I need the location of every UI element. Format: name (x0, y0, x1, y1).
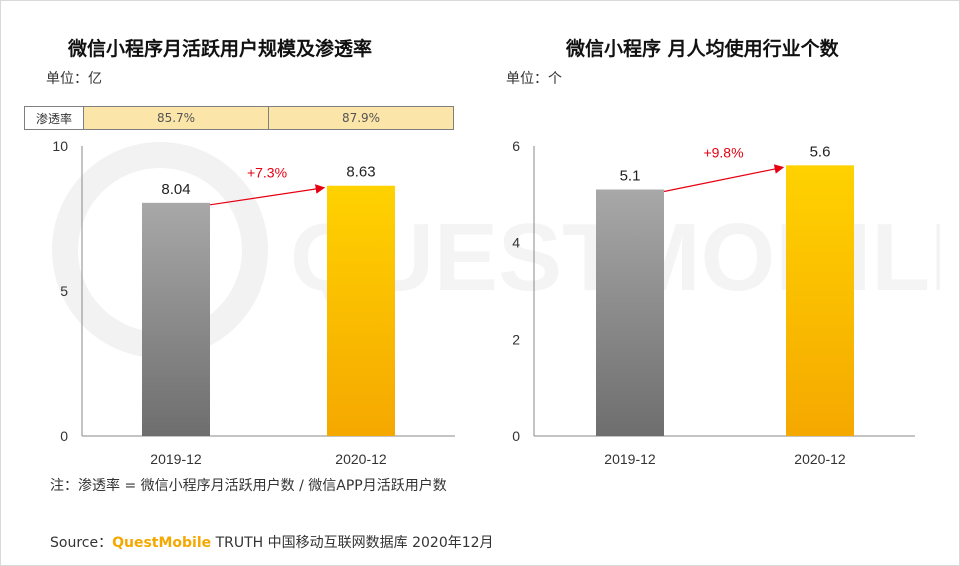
y-tick-label: 6 (512, 138, 520, 154)
bar-value-label: 8.63 (346, 164, 375, 181)
left-chart-title: 微信小程序月活跃用户规模及渗透率 (68, 38, 373, 60)
y-tick-label: 0 (60, 428, 68, 444)
x-tick-label: 2020-12 (794, 451, 846, 467)
bar-2020-12 (327, 185, 395, 436)
x-tick-label: 2019-12 (604, 451, 656, 467)
bar-2020-12 (786, 165, 854, 437)
y-tick-label: 0 (512, 428, 520, 444)
y-tick-label: 4 (512, 235, 520, 251)
source-brand: QuestMobile (112, 535, 212, 551)
penetration-value-2020: 87.9% (268, 106, 454, 130)
footnote: 注：渗透率 = 微信小程序月活跃用户数 / 微信APP月活跃用户数 (50, 478, 447, 494)
y-tick-label: 2 (512, 331, 520, 347)
bar-2019-12 (142, 202, 210, 436)
right-chart-title: 微信小程序 月人均使用行业个数 (566, 38, 839, 60)
bar-value-label: 8.04 (161, 181, 190, 198)
growth-arrow (209, 184, 326, 206)
penetration-value-2019: 85.7% (83, 106, 269, 130)
source-prefix: Source： (50, 535, 113, 551)
bar-2019-12 (596, 189, 664, 436)
source-line: Source：QuestMobile TRUTH 中国移动互联网数据库 2020… (50, 532, 494, 552)
left-chart-unit: 单位：亿 (46, 71, 102, 87)
x-tick-label: 2019-12 (150, 451, 202, 467)
right-bar-chart: 0 2 4 6 5.1 2019-12 5.6 2020-12 +9.8% (512, 138, 915, 467)
x-tick-label: 2020-12 (335, 451, 387, 467)
penetration-table: 渗透率 85.7% 87.9% (24, 106, 454, 130)
y-tick-label: 5 (60, 283, 68, 299)
growth-label: +9.8% (703, 144, 743, 160)
right-chart-unit: 单位：个 (506, 71, 562, 87)
y-tick-label: 10 (52, 138, 68, 154)
growth-arrow (663, 164, 785, 193)
left-bar-chart: 0 5 10 8.04 2019-12 8.63 2020-12 +7.3% (52, 138, 455, 467)
source-rest: TRUTH 中国移动互联网数据库 2020年12月 (211, 535, 494, 551)
growth-label: +7.3% (247, 165, 287, 181)
penetration-label: 渗透率 (24, 106, 84, 130)
bar-value-label: 5.6 (810, 143, 831, 160)
bar-value-label: 5.1 (620, 168, 641, 185)
